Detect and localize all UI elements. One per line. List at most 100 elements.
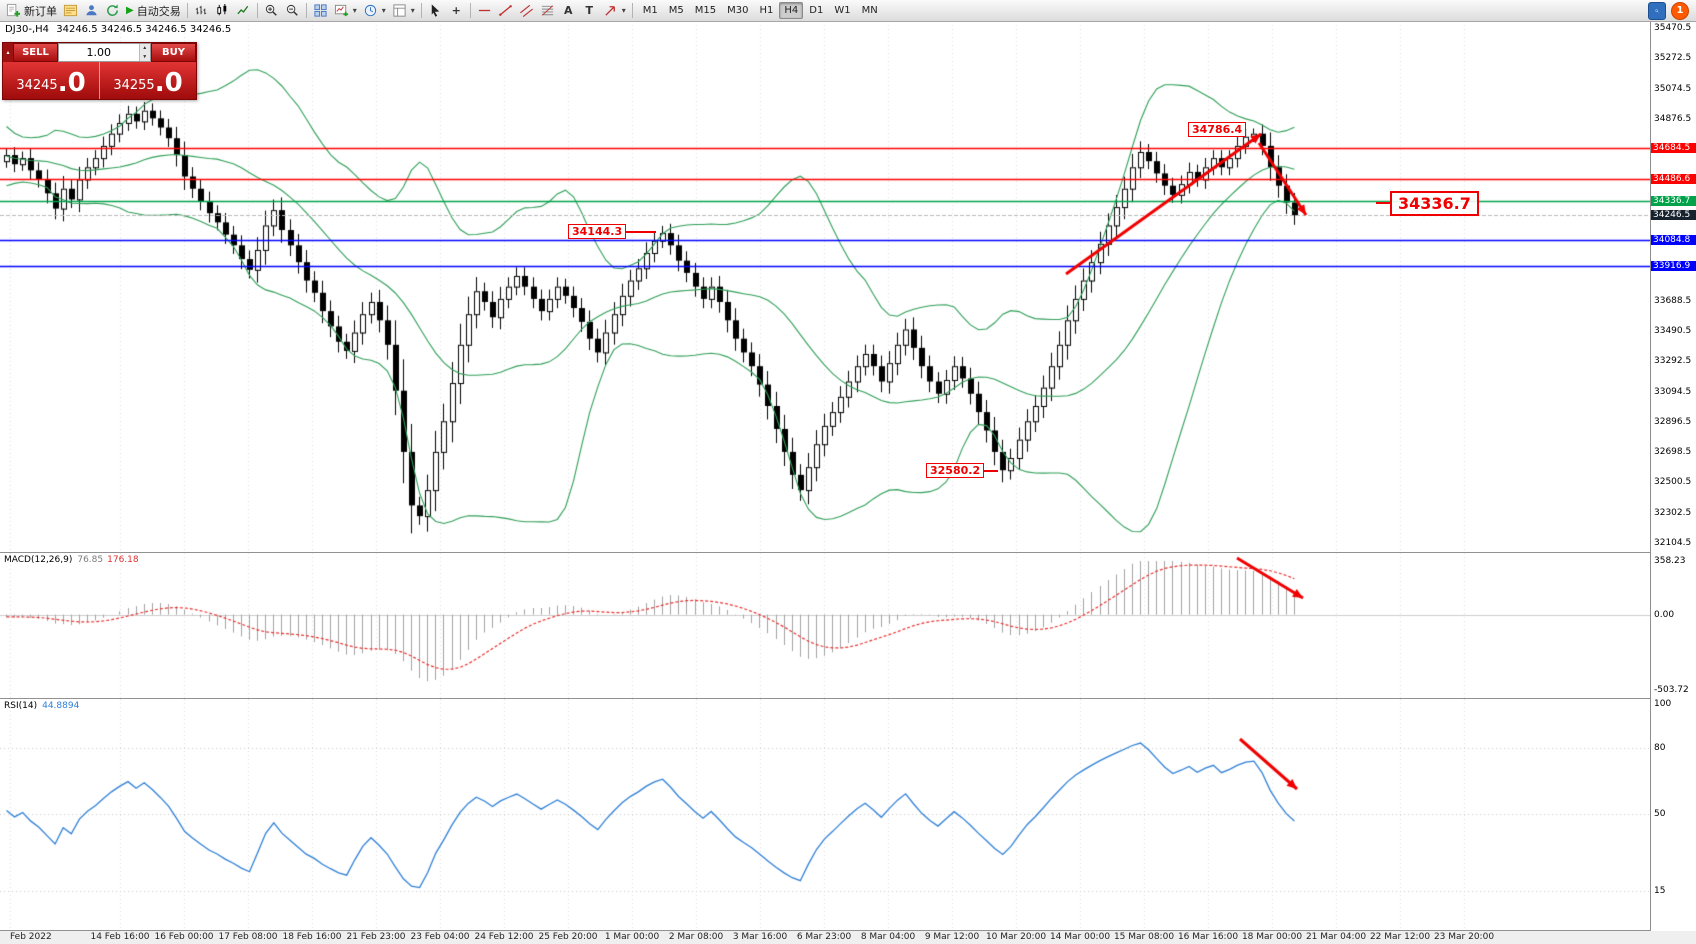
timeframe-M5[interactable]: M5: [664, 2, 689, 19]
zoom-out-icon: [286, 4, 298, 16]
timeframe-H1[interactable]: H1: [754, 2, 778, 19]
fibonacci-icon: [541, 5, 553, 16]
price-chart-canvas[interactable]: [0, 21, 1650, 552]
text-icon: A: [563, 4, 573, 17]
panel-separator: [0, 930, 1696, 931]
crosshair-icon: +: [451, 4, 461, 17]
template-icon: [393, 4, 406, 17]
bar-chart-button[interactable]: [191, 1, 212, 20]
trendline-icon: [498, 5, 512, 16]
clock-icon: [364, 4, 376, 17]
toolbar-separator: [305, 3, 307, 18]
price-tick-label: 35074.5: [1654, 83, 1692, 94]
time-axis-label: 2 Mar 08:00: [668, 932, 724, 942]
zoom-in-button[interactable]: [261, 1, 282, 20]
price-tick-label: 33688.5: [1654, 295, 1692, 306]
timeframe-MN[interactable]: MN: [857, 2, 883, 19]
panel-separator[interactable]: [0, 552, 1696, 553]
sell-price-pips: .0: [57, 68, 86, 98]
horizontal-line-button[interactable]: [474, 1, 495, 20]
new-order-button[interactable]: 新订单: [3, 1, 60, 20]
macd-main-value: 76.85: [77, 555, 104, 565]
text-label-button[interactable]: T: [579, 1, 600, 20]
time-axis-label: 14 Mar 00:00: [1049, 932, 1111, 942]
accounts-button[interactable]: [81, 1, 102, 20]
zoom-out-button[interactable]: [282, 1, 303, 20]
price-scale[interactable]: 35470.5 35272.5 35074.5 34876.5 33688.5 33490…: [1650, 21, 1696, 931]
buy-price[interactable]: 34255.0: [100, 62, 196, 99]
tile-windows-button[interactable]: [310, 1, 331, 20]
market-watch-button[interactable]: [60, 1, 81, 20]
templates-button[interactable]: ▾: [389, 1, 418, 20]
collapse-one-click-button[interactable]: ▴: [3, 43, 13, 62]
sell-button[interactable]: SELL: [13, 43, 58, 62]
cursor-button[interactable]: [425, 1, 446, 20]
fibonacci-button[interactable]: [537, 1, 558, 20]
time-axis[interactable]: Feb 2022 14 Feb 16:00 16 Feb 00:00 17 Feb 0…: [0, 931, 1696, 944]
time-axis-label: 16 Mar 16:00: [1177, 932, 1239, 942]
time-axis-label: 16 Feb 00:00: [154, 932, 214, 942]
time-axis-label: 18 Mar 00:00: [1241, 932, 1303, 942]
periods-button[interactable]: ▾: [360, 1, 389, 20]
macd-name: MACD(12,26,9): [4, 555, 73, 565]
refresh-button[interactable]: [102, 1, 123, 20]
volume-input[interactable]: [59, 44, 139, 61]
price-tick-label: 35272.5: [1654, 53, 1692, 64]
price-level-label: 34684.5: [1651, 143, 1696, 154]
price-tick-label: 32698.5: [1654, 447, 1692, 458]
play-icon: ▶: [126, 5, 134, 16]
price-tick-label: 33094.5: [1654, 386, 1692, 397]
time-axis-label: 15 Mar 08:00: [1113, 932, 1175, 942]
horizontal-line-icon: [478, 9, 490, 12]
crosshair-button[interactable]: +: [446, 1, 467, 20]
line-chart-button[interactable]: [233, 1, 254, 20]
timeframe-M15[interactable]: M15: [690, 2, 721, 19]
main-toolbar: 新订单 ▶ 自动交易: [0, 0, 1696, 22]
rsi-canvas[interactable]: [0, 699, 1650, 930]
volume-spinner: ▲ ▼: [138, 44, 150, 61]
symbol-ohlc: 34246.5 34246.5 34246.5 34246.5: [56, 24, 232, 35]
macd-canvas[interactable]: [0, 553, 1650, 698]
time-axis-label: 23 Mar 20:00: [1433, 932, 1495, 942]
sell-price[interactable]: 34245.0: [3, 62, 100, 99]
channel-button[interactable]: [516, 1, 537, 20]
volume-up-button[interactable]: ▲: [139, 44, 150, 53]
timeframe-M30[interactable]: M30: [722, 2, 753, 19]
arr-tools-button[interactable]: ▾: [600, 1, 629, 20]
new-chart-icon: [334, 4, 348, 17]
rsi-scale-label: 15: [1654, 886, 1666, 896]
timeframe-W1[interactable]: W1: [829, 2, 855, 19]
price-tick-label: 34876.5: [1654, 113, 1692, 124]
macd-scale-label: 358.23: [1654, 556, 1686, 566]
toolbar-right: 1: [1648, 1, 1693, 20]
rsi-scale-label: 100: [1654, 699, 1672, 709]
price-level-label: 34084.8: [1651, 235, 1696, 246]
time-axis-label: 9 Mar 12:00: [924, 932, 980, 942]
autotrading-button[interactable]: ▶ 自动交易: [123, 1, 184, 20]
new-chart-button[interactable]: ▾: [331, 1, 360, 20]
timeframe-H4[interactable]: H4: [779, 2, 804, 19]
accounts-icon: [86, 5, 97, 16]
timeframe-D1[interactable]: D1: [804, 2, 828, 19]
volume-down-button[interactable]: ▼: [139, 52, 150, 61]
notification-badge[interactable]: 1: [1671, 1, 1689, 20]
price-tick-label: 35470.5: [1654, 23, 1692, 33]
toolbar-separator: [186, 3, 188, 18]
candlestick-chart-button[interactable]: [212, 1, 233, 20]
one-click-trading-panel: ▴ SELL ▲ ▼ BUY 34245.0 34255.0: [2, 42, 197, 100]
price-tick-label: 32896.5: [1654, 416, 1692, 427]
trendline-button[interactable]: [495, 1, 516, 20]
new-order-icon: [6, 3, 21, 17]
time-axis-label: 21 Feb 23:00: [346, 932, 406, 942]
macd-signal-value: 176.18: [107, 555, 139, 565]
buy-price-pips: .0: [154, 68, 183, 98]
search-button[interactable]: [1648, 1, 1666, 20]
price-tick-label: 33292.5: [1654, 356, 1692, 367]
new-order-label: 新订单: [24, 4, 57, 18]
panel-separator[interactable]: [0, 698, 1696, 699]
text-tool-button[interactable]: A: [558, 1, 579, 20]
volume-control: ▲ ▼: [58, 43, 151, 62]
buy-button[interactable]: BUY: [151, 43, 196, 62]
timeframe-M1[interactable]: M1: [638, 2, 663, 19]
